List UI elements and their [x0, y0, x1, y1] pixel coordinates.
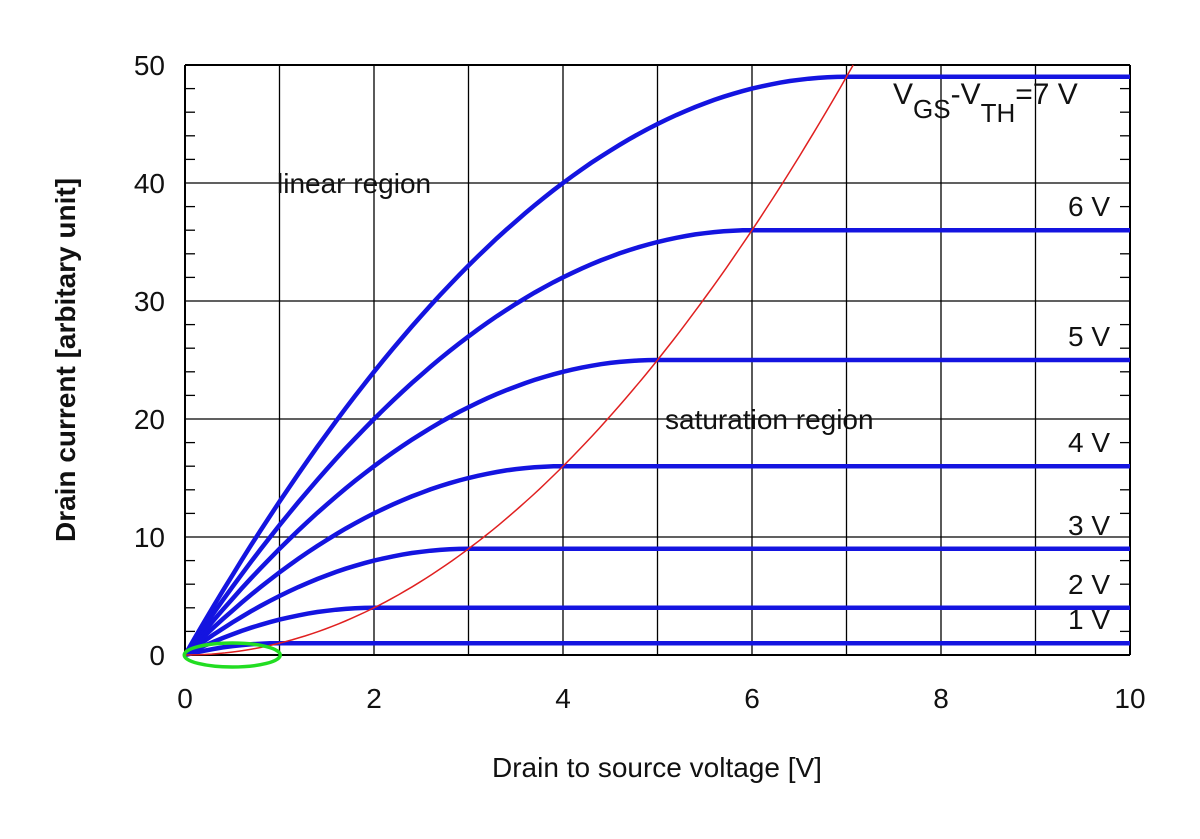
- y-tick-label: 30: [134, 286, 165, 317]
- series-label-7v: VGS-VTH=7 V: [893, 78, 1078, 128]
- y-axis-label: Drain current [arbitary unit]: [50, 178, 81, 542]
- x-tick-label: 10: [1114, 683, 1145, 714]
- series-label-6v: 6 V: [1068, 191, 1110, 222]
- y-tick-label: 10: [134, 522, 165, 553]
- series-line-4v: [183, 463, 1130, 657]
- series-line-2v: [184, 605, 1130, 658]
- curves: [182, 64, 1130, 669]
- y-tick-label: 0: [149, 640, 165, 671]
- tick-labels: 0 2 4 6 8 10 0 10 20 30 40 50 1 V 2 V 3 V 4 V 5 V 6 V: [134, 50, 1146, 714]
- series-line-6v: [183, 227, 1130, 657]
- series-label-5v: 5 V: [1068, 321, 1110, 352]
- series-line-1v: [184, 640, 1130, 658]
- x-tick-label: 6: [744, 683, 760, 714]
- y-tick-label: 50: [134, 50, 165, 81]
- annotation-linear-region: linear region: [277, 168, 431, 199]
- x-axis-label: Drain to source voltage [V]: [492, 752, 822, 783]
- y-tick-label: 20: [134, 404, 165, 435]
- x-tick-label: 8: [933, 683, 949, 714]
- x-tick-label: 2: [366, 683, 382, 714]
- series-line-7v: [183, 74, 1130, 657]
- series-label-1v: 1 V: [1068, 604, 1110, 635]
- saturation-boundary-curve: [184, 64, 854, 656]
- series-line-3v: [183, 546, 1130, 657]
- y-tick-label: 40: [134, 168, 165, 199]
- x-tick-label: 4: [555, 683, 571, 714]
- x-tick-label: 0: [177, 683, 193, 714]
- highlight-ellipse: [182, 641, 282, 669]
- series-label-3v: 3 V: [1068, 510, 1110, 541]
- series-label-2v: 2 V: [1068, 569, 1110, 600]
- annotation-saturation-region: saturation region: [665, 404, 874, 435]
- series-label-4v: 4 V: [1068, 427, 1110, 458]
